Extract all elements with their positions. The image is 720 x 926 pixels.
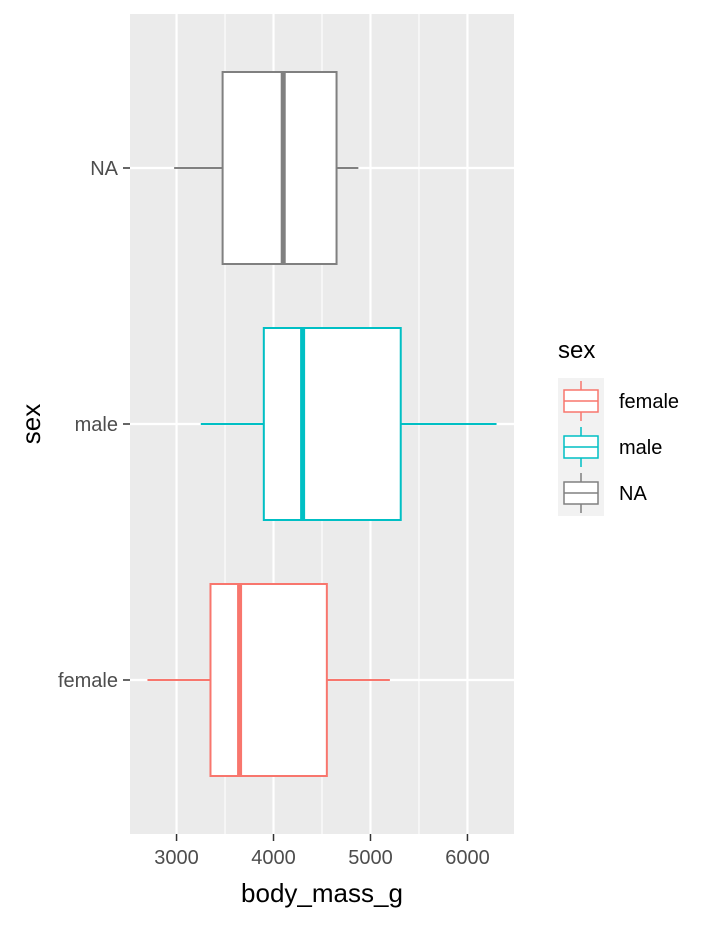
legend-label: female [619,391,679,413]
x-tick-label: 6000 [445,847,490,869]
x-tick-label: 4000 [251,847,296,869]
box-layer [147,71,497,777]
legend-key-female: female [563,381,679,421]
x-tick-label: 5000 [348,847,393,869]
legend-label: NA [619,483,647,505]
y-tick-label: female [58,670,118,692]
y-axis: female male NA [58,158,130,692]
box-iqr [262,327,402,521]
x-axis: 3000 4000 5000 6000 [154,834,490,869]
legend: sex female male NA [558,337,679,516]
box-male [200,327,497,521]
box-NA [174,71,359,265]
box-iqr [209,583,328,777]
y-tick-label: NA [90,158,118,180]
legend-key-NA: NA [563,473,647,513]
legend-key-male: male [563,427,662,467]
x-axis-title: body_mass_g [241,878,403,908]
y-axis-title: sex [16,404,46,444]
legend-keys: female male NA [558,378,679,516]
legend-title: sex [558,337,595,364]
box-female [147,583,390,777]
y-tick-label: male [75,414,118,436]
box-iqr [221,71,338,265]
x-tick-label: 3000 [154,847,199,869]
legend-label: male [619,437,662,459]
